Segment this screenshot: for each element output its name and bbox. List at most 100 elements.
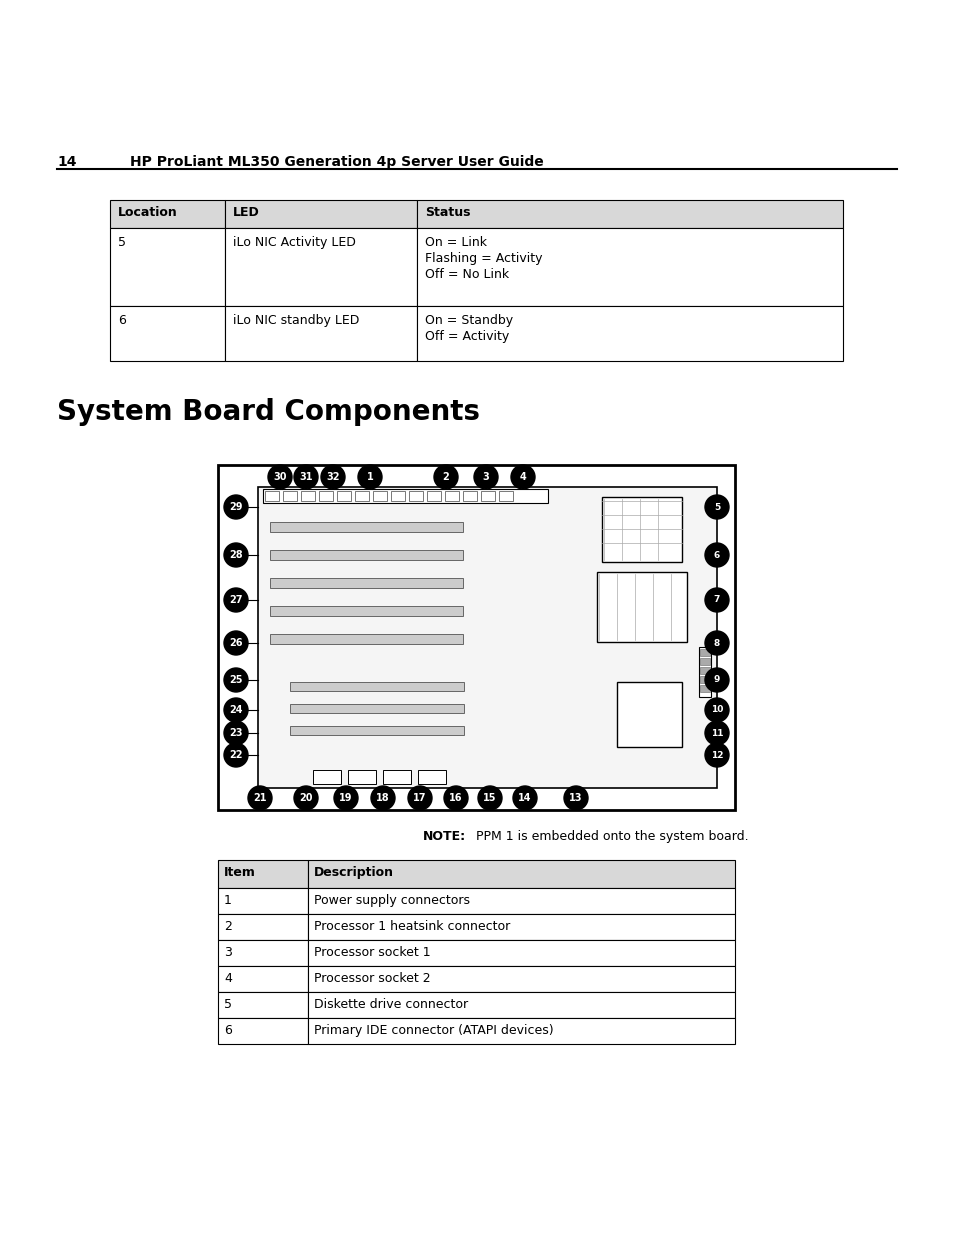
Bar <box>218 860 308 888</box>
Text: Primary IDE connector (ATAPI devices): Primary IDE connector (ATAPI devices) <box>314 1024 553 1037</box>
Text: Item: Item <box>224 866 255 879</box>
Bar <box>373 492 387 501</box>
Text: Processor socket 1: Processor socket 1 <box>314 946 430 960</box>
Bar <box>218 888 308 914</box>
Circle shape <box>704 631 728 655</box>
Text: 26: 26 <box>229 638 242 648</box>
Text: 31: 31 <box>299 472 313 482</box>
Bar <box>218 914 308 940</box>
Circle shape <box>224 698 248 722</box>
Circle shape <box>443 785 468 810</box>
Bar <box>308 860 734 888</box>
Text: 4: 4 <box>519 472 526 482</box>
Bar <box>308 992 734 1018</box>
Bar <box>416 306 842 361</box>
Bar <box>462 492 476 501</box>
Bar <box>597 572 686 642</box>
Text: On = Link: On = Link <box>424 236 486 249</box>
Circle shape <box>320 466 345 489</box>
Bar <box>301 492 314 501</box>
Text: Description: Description <box>314 866 394 879</box>
Text: iLo NIC standby LED: iLo NIC standby LED <box>233 314 359 327</box>
Bar <box>416 228 842 306</box>
Text: 25: 25 <box>229 676 242 685</box>
Text: Off = No Link: Off = No Link <box>424 268 509 282</box>
Bar <box>700 685 709 692</box>
Bar <box>427 492 440 501</box>
Bar <box>270 606 462 616</box>
Circle shape <box>511 466 535 489</box>
Text: 6: 6 <box>713 551 720 559</box>
Text: System Board Components: System Board Components <box>57 398 479 426</box>
Circle shape <box>334 785 357 810</box>
Circle shape <box>704 721 728 745</box>
Bar <box>218 466 734 810</box>
Bar <box>391 492 405 501</box>
Circle shape <box>704 495 728 519</box>
Bar <box>700 650 709 656</box>
Circle shape <box>513 785 537 810</box>
Text: LED: LED <box>233 206 259 219</box>
Text: 2: 2 <box>224 920 232 932</box>
Bar <box>225 228 416 306</box>
Text: NOTE:: NOTE: <box>423 830 466 844</box>
Bar <box>318 492 333 501</box>
Circle shape <box>704 698 728 722</box>
Bar <box>270 634 462 643</box>
Bar <box>480 492 495 501</box>
Bar <box>218 992 308 1018</box>
Bar <box>617 682 681 747</box>
Text: Location: Location <box>118 206 177 219</box>
Bar <box>417 769 446 784</box>
Circle shape <box>408 785 432 810</box>
Bar <box>416 200 842 228</box>
Bar <box>218 966 308 992</box>
Bar <box>355 492 369 501</box>
Text: Processor socket 2: Processor socket 2 <box>314 972 430 986</box>
Bar <box>270 550 462 559</box>
Text: 24: 24 <box>229 705 242 715</box>
Bar <box>270 522 462 532</box>
Circle shape <box>294 785 317 810</box>
Bar <box>263 489 547 503</box>
Circle shape <box>704 588 728 613</box>
Text: 11: 11 <box>710 729 722 737</box>
Circle shape <box>434 466 457 489</box>
Text: iLo NIC Activity LED: iLo NIC Activity LED <box>233 236 355 249</box>
Bar <box>270 578 462 588</box>
Bar <box>110 228 225 306</box>
Text: 23: 23 <box>229 727 242 739</box>
Text: 15: 15 <box>483 793 497 803</box>
Bar <box>218 940 308 966</box>
Circle shape <box>224 668 248 692</box>
Circle shape <box>248 785 272 810</box>
Text: PPM 1 is embedded onto the system board.: PPM 1 is embedded onto the system board. <box>468 830 748 844</box>
Bar <box>265 492 278 501</box>
Text: 21: 21 <box>253 793 267 803</box>
Circle shape <box>357 466 381 489</box>
Circle shape <box>268 466 292 489</box>
Bar <box>601 496 681 562</box>
Text: On = Standby: On = Standby <box>424 314 513 327</box>
Bar <box>225 200 416 228</box>
Bar <box>290 726 464 735</box>
Circle shape <box>224 721 248 745</box>
Text: Processor 1 heatsink connector: Processor 1 heatsink connector <box>314 920 510 932</box>
Circle shape <box>294 466 317 489</box>
Circle shape <box>704 668 728 692</box>
Circle shape <box>563 785 587 810</box>
Bar <box>382 769 411 784</box>
Bar <box>348 769 375 784</box>
Circle shape <box>371 785 395 810</box>
Text: 20: 20 <box>299 793 313 803</box>
Text: Status: Status <box>424 206 470 219</box>
Text: 28: 28 <box>229 550 243 559</box>
Bar <box>308 940 734 966</box>
Text: 6: 6 <box>118 314 126 327</box>
Circle shape <box>224 743 248 767</box>
Text: Diskette drive connector: Diskette drive connector <box>314 998 468 1011</box>
Text: Flashing = Activity: Flashing = Activity <box>424 252 542 266</box>
Bar <box>308 888 734 914</box>
Text: 16: 16 <box>449 793 462 803</box>
Circle shape <box>224 631 248 655</box>
